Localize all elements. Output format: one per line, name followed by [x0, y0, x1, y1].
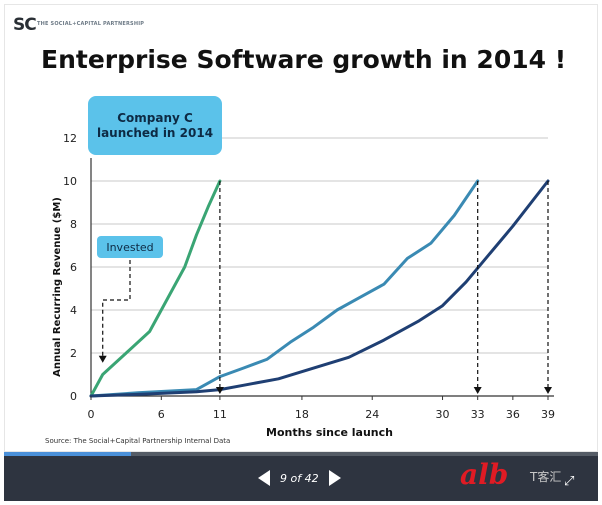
slide: SC THE SOCIAL+CAPITAL PARTNERSHIP Enterp…	[4, 4, 598, 452]
watermark-logo: alb	[460, 458, 509, 491]
watermark-text: T客汇	[530, 470, 562, 484]
source-note: Source: The Social+Capital Partnership I…	[45, 437, 231, 445]
viewer-bar	[4, 452, 598, 501]
slide-title: Enterprise Software growth in 2014 !	[41, 45, 567, 74]
progress-track	[4, 452, 598, 456]
brand-name: THE SOCIAL+CAPITAL PARTNERSHIP	[37, 21, 145, 27]
expand-icon[interactable]: ⤢	[564, 474, 575, 489]
previous-slide-icon[interactable]	[258, 470, 270, 486]
next-slide-icon[interactable]	[328, 470, 341, 486]
sc-logo: SC	[13, 15, 37, 35]
page-counter: 9 of 42	[280, 471, 319, 485]
slide-navigation: 9 of 42	[258, 470, 341, 486]
progress-fill	[4, 452, 132, 456]
